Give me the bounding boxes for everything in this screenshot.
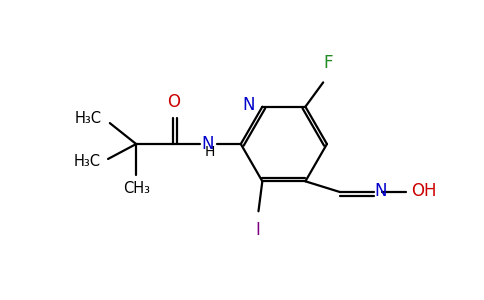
- Text: H: H: [205, 146, 215, 159]
- Text: O: O: [166, 92, 180, 110]
- Text: I: I: [255, 221, 260, 239]
- Text: OH: OH: [411, 182, 437, 200]
- Text: H₃C: H₃C: [73, 154, 100, 169]
- Text: CH₃: CH₃: [122, 181, 150, 196]
- Text: N: N: [202, 135, 214, 153]
- Text: N: N: [242, 96, 255, 114]
- Text: H₃C: H₃C: [75, 111, 102, 126]
- Text: F: F: [323, 54, 333, 72]
- Text: N: N: [375, 182, 387, 200]
